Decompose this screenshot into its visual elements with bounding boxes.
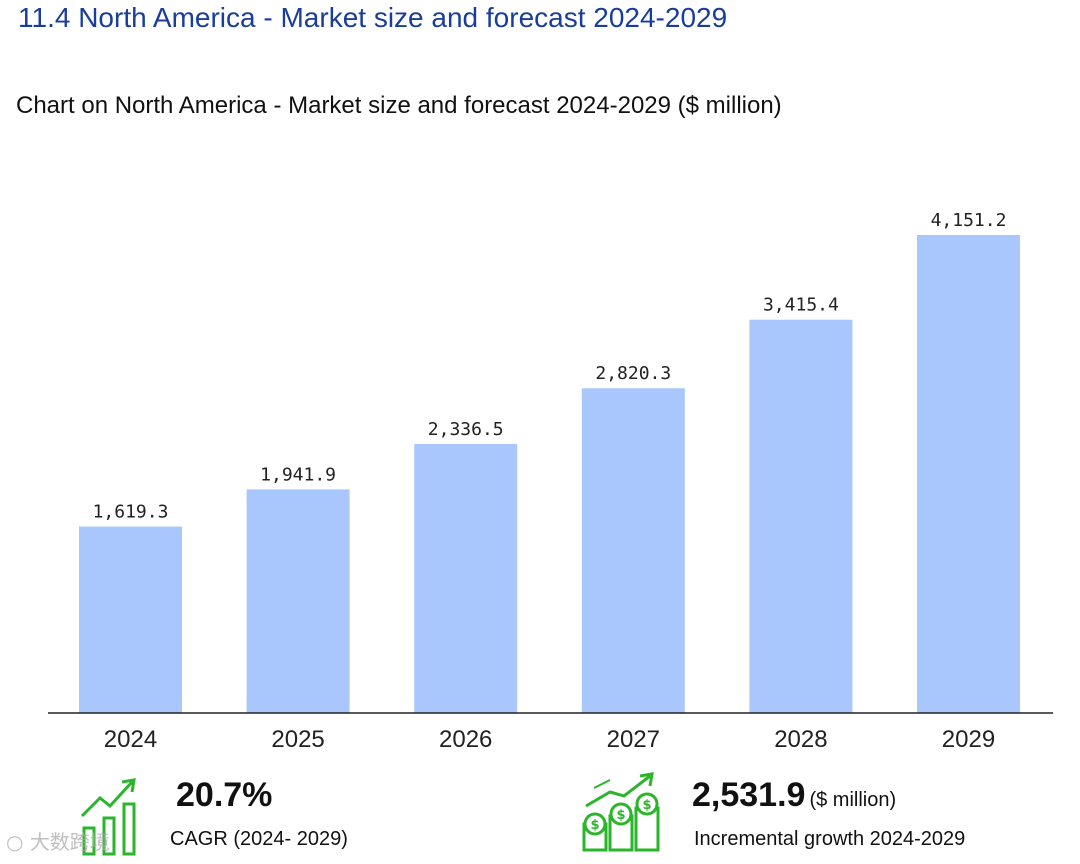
data-label-2029: 4,151.2	[931, 210, 1007, 231]
watermark: ○ 大数跨境	[6, 826, 110, 855]
bar-2029	[917, 235, 1020, 713]
incremental-growth-unit: ($ million)	[809, 789, 897, 811]
x-tick-2029: 2029	[942, 726, 995, 753]
incremental-growth-caption: Incremental growth 2024-2029	[694, 828, 966, 850]
x-tick-2025: 2025	[271, 726, 324, 753]
cagr-value: 20.7%	[176, 776, 273, 814]
bar-2026	[414, 443, 518, 713]
watermark-logo-icon: ○	[6, 830, 24, 854]
x-tick-2024: 2024	[104, 726, 157, 753]
bar-2025	[246, 489, 350, 713]
bar-chart: 1,619.3 2024 1,941.9 2025 2,336.5 2026 2,820.3…	[48, 210, 1053, 753]
svg-text:$: $	[642, 798, 651, 813]
x-tick-2026: 2026	[439, 726, 492, 753]
section-title: 11.4 North America - Market size and for…	[18, 2, 728, 33]
bar-group: 1,619.3 2024 1,941.9 2025 2,336.5 2026 2,820.3…	[79, 210, 1020, 753]
watermark-text: 大数跨境	[29, 830, 110, 854]
x-tick-2028: 2028	[774, 726, 827, 753]
data-label-2025: 1,941.9	[260, 464, 336, 485]
bar-2027	[581, 388, 685, 713]
cagr-caption: CAGR (2024- 2029)	[170, 828, 348, 850]
bar-2028	[749, 319, 853, 713]
data-label-2028: 3,415.4	[763, 295, 839, 316]
data-label-2027: 2,820.3	[595, 363, 671, 384]
bar-2024	[79, 526, 182, 713]
incremental-growth-number: 2,531.9	[692, 776, 806, 814]
data-label-2024: 1,619.3	[93, 502, 169, 523]
x-tick-2027: 2027	[607, 726, 660, 753]
svg-text:$: $	[590, 818, 599, 833]
coins-growth-icon: $ $ $	[582, 772, 660, 852]
incremental-growth-value: 2,531.9 ($ million)	[692, 776, 896, 815]
growth-chart-icon	[80, 778, 136, 856]
chart-title: Chart on North America - Market size and…	[16, 92, 782, 119]
svg-text:$: $	[616, 808, 625, 823]
data-label-2026: 2,336.5	[428, 419, 504, 440]
